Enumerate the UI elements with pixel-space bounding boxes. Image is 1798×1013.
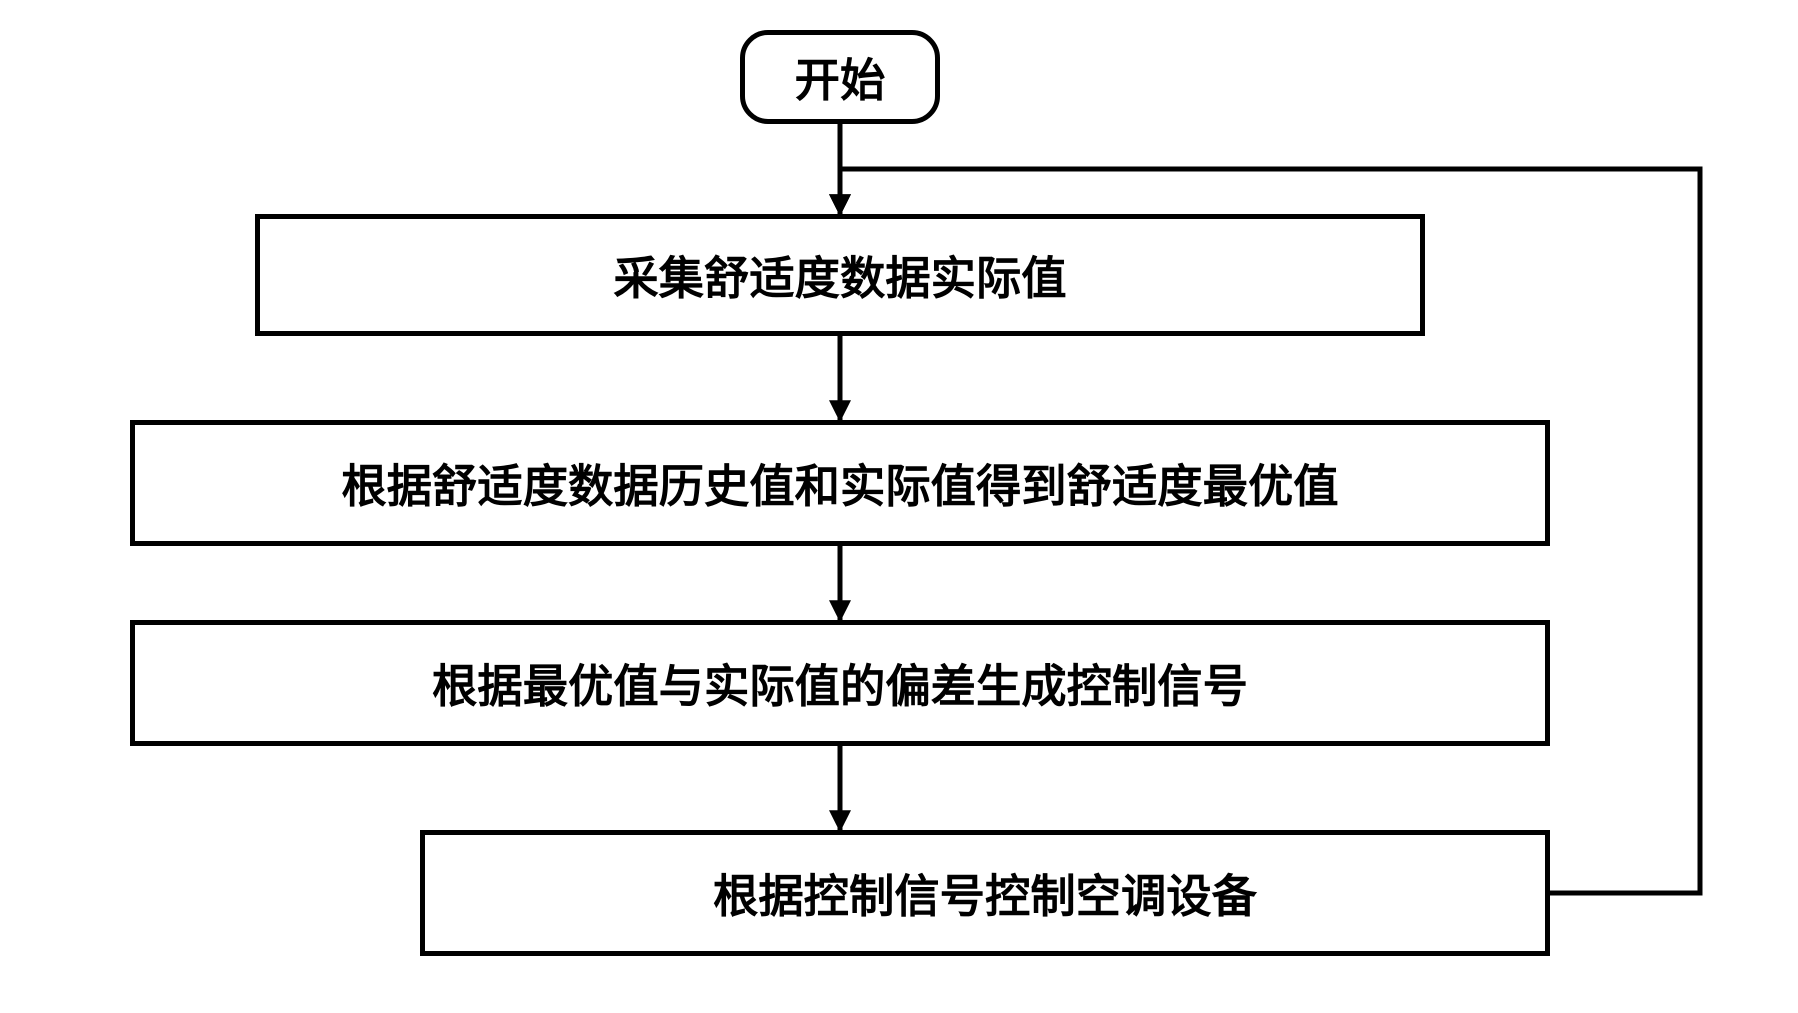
flowchart-node-label: 根据舒适度数据历史值和实际值得到舒适度最优值 bbox=[341, 450, 1338, 516]
flowchart-node-label: 根据控制信号控制空调设备 bbox=[713, 860, 1257, 926]
flowchart-node-label: 采集舒适度数据实际值 bbox=[613, 242, 1066, 308]
flowchart-canvas: 开始采集舒适度数据实际值根据舒适度数据历史值和实际值得到舒适度最优值根据最优值与… bbox=[0, 0, 1798, 1013]
flowchart-node-label: 根据最优值与实际值的偏差生成控制信号 bbox=[432, 650, 1248, 716]
flowchart-node-start: 开始 bbox=[740, 30, 940, 124]
flowchart-node-n3: 根据最优值与实际值的偏差生成控制信号 bbox=[130, 620, 1550, 746]
flowchart-node-n2: 根据舒适度数据历史值和实际值得到舒适度最优值 bbox=[130, 420, 1550, 546]
flowchart-node-n1: 采集舒适度数据实际值 bbox=[255, 214, 1425, 336]
flowchart-node-label: 开始 bbox=[795, 44, 886, 110]
flowchart-node-n4: 根据控制信号控制空调设备 bbox=[420, 830, 1550, 956]
